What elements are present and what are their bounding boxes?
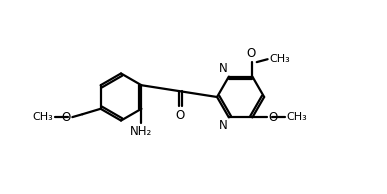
Text: O: O bbox=[61, 111, 70, 124]
Text: CH₃: CH₃ bbox=[286, 112, 307, 122]
Text: N: N bbox=[219, 62, 228, 75]
Text: O: O bbox=[246, 47, 255, 60]
Text: O: O bbox=[175, 109, 185, 122]
Text: CH₃: CH₃ bbox=[33, 112, 53, 122]
Text: CH₃: CH₃ bbox=[269, 54, 290, 64]
Text: N: N bbox=[219, 119, 228, 132]
Text: O: O bbox=[269, 111, 278, 124]
Text: NH₂: NH₂ bbox=[130, 126, 152, 139]
